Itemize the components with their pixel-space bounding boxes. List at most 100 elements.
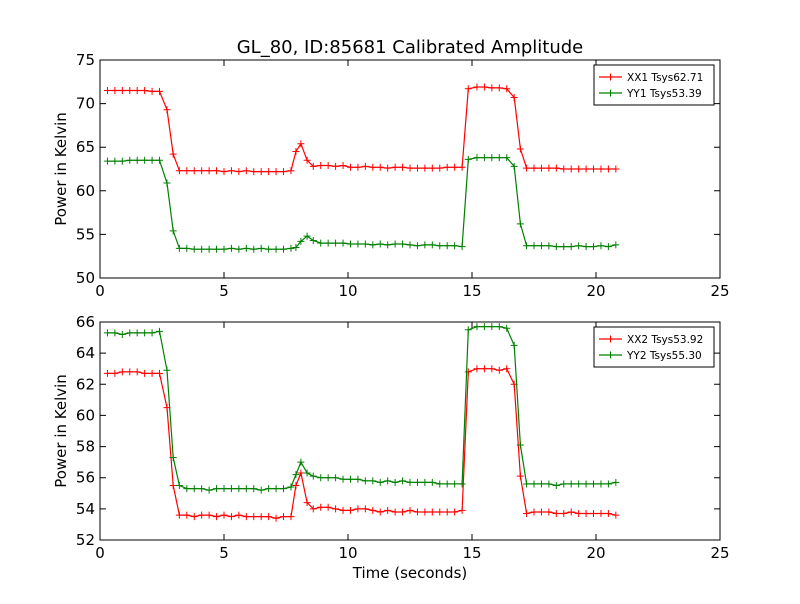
top-data-point xyxy=(530,242,538,250)
top-data-point xyxy=(604,243,612,251)
top-data-point xyxy=(324,239,332,247)
top-data-point xyxy=(436,164,444,172)
top-data-point xyxy=(530,164,538,172)
bottom-data-point xyxy=(369,506,377,514)
bottom-data-point xyxy=(436,480,444,488)
bottom-data-point xyxy=(141,369,149,377)
subplot-top: 0 5 10 15 20 25 50 55 60 65 70 75 Power in Kelvin X… xyxy=(52,51,730,300)
top-x-tick-label: 15 xyxy=(462,282,481,300)
top-data-point xyxy=(560,243,568,251)
top-data-point xyxy=(227,244,235,252)
top-data-point xyxy=(257,168,265,176)
top-data-point xyxy=(567,243,575,251)
top-data-point xyxy=(346,163,354,171)
bottom-data-point xyxy=(421,478,429,486)
bottom-data-point xyxy=(198,511,206,519)
top-data-point xyxy=(537,242,545,250)
top-data-point xyxy=(303,156,311,164)
bottom-data-point xyxy=(612,478,620,486)
top-data-point xyxy=(272,168,280,176)
top-data-point xyxy=(205,245,213,253)
bottom-data-point xyxy=(488,365,496,373)
bottom-data-point xyxy=(480,323,488,331)
bottom-data-point xyxy=(582,480,590,488)
top-data-point xyxy=(428,241,436,249)
top-data-point xyxy=(421,164,429,172)
chart-title: GL_80, ID:85681 Calibrated Amplitude xyxy=(237,37,584,58)
bottom-data-point xyxy=(242,485,250,493)
top-y-axis-label: Power in Kelvin xyxy=(52,112,70,226)
top-data-point xyxy=(399,240,407,248)
top-data-point xyxy=(198,245,206,253)
top-data-point xyxy=(567,165,575,173)
top-data-point xyxy=(265,245,273,253)
top-data-point xyxy=(272,245,280,253)
bottom-data-point xyxy=(303,499,311,507)
bottom-data-point xyxy=(126,368,134,376)
bottom-data-point xyxy=(391,478,399,486)
top-data-point xyxy=(280,168,288,176)
bottom-data-point xyxy=(458,506,466,514)
top-data-point xyxy=(235,168,243,176)
bottom-data-point xyxy=(612,511,620,519)
top-data-point xyxy=(458,163,466,171)
bottom-data-point xyxy=(590,480,598,488)
top-data-point xyxy=(604,165,612,173)
top-data-point xyxy=(545,164,553,172)
top-plot-series xyxy=(103,83,620,253)
bottom-data-point xyxy=(287,513,295,521)
bottom-data-point xyxy=(205,486,213,494)
bottom-data-point xyxy=(111,329,119,337)
bottom-y-tick-label: 54 xyxy=(76,500,95,518)
bottom-data-point xyxy=(235,485,243,493)
top-legend-label: YY1 Tsys53.39 xyxy=(626,88,702,100)
bottom-data-point xyxy=(265,485,273,493)
bottom-data-point xyxy=(354,475,362,483)
top-data-point xyxy=(523,242,531,250)
top-data-point xyxy=(413,164,421,172)
top-data-point xyxy=(488,154,496,162)
top-x-tick-label: 25 xyxy=(710,282,729,300)
top-data-point xyxy=(309,162,317,170)
bottom-data-point xyxy=(428,478,436,486)
top-data-point xyxy=(118,87,126,95)
bottom-data-point xyxy=(103,369,111,377)
bottom-data-point xyxy=(317,474,325,482)
bottom-data-point xyxy=(582,510,590,518)
top-data-point xyxy=(495,84,503,92)
top-legend-marker xyxy=(607,73,614,81)
bottom-x-tick-label: 25 xyxy=(710,544,729,562)
bottom-data-point xyxy=(443,480,451,488)
bottom-data-point xyxy=(126,329,134,337)
top-y-tick-label: 50 xyxy=(76,269,95,287)
bottom-y-tick-label: 66 xyxy=(76,313,95,331)
bottom-data-point xyxy=(413,508,421,516)
top-data-point xyxy=(473,83,481,91)
top-data-point xyxy=(103,87,111,95)
top-data-point xyxy=(175,167,183,175)
bottom-data-point xyxy=(516,472,524,480)
top-data-point xyxy=(292,148,300,156)
bottom-data-point xyxy=(451,480,459,488)
bottom-data-point xyxy=(495,323,503,331)
bottom-data-point xyxy=(332,474,340,482)
top-data-point xyxy=(413,242,421,250)
bottom-data-point xyxy=(292,482,300,489)
top-data-point xyxy=(280,245,288,253)
bottom-data-point xyxy=(376,508,384,516)
bottom-legend-label: XX2 Tsys53.92 xyxy=(627,334,703,346)
bottom-data-point xyxy=(575,510,583,518)
bottom-x-tick-label: 0 xyxy=(95,544,105,562)
bottom-data-point xyxy=(250,513,258,521)
bottom-data-point xyxy=(169,482,177,489)
top-data-point xyxy=(183,167,191,175)
top-data-point xyxy=(537,164,545,172)
bottom-data-point xyxy=(220,485,228,493)
top-data-point xyxy=(183,244,191,252)
bottom-data-point xyxy=(169,453,177,461)
top-data-point xyxy=(235,245,243,253)
top-data-point xyxy=(384,164,392,172)
bottom-data-point xyxy=(303,469,311,477)
top-data-point xyxy=(227,167,235,175)
top-data-point xyxy=(126,87,134,95)
